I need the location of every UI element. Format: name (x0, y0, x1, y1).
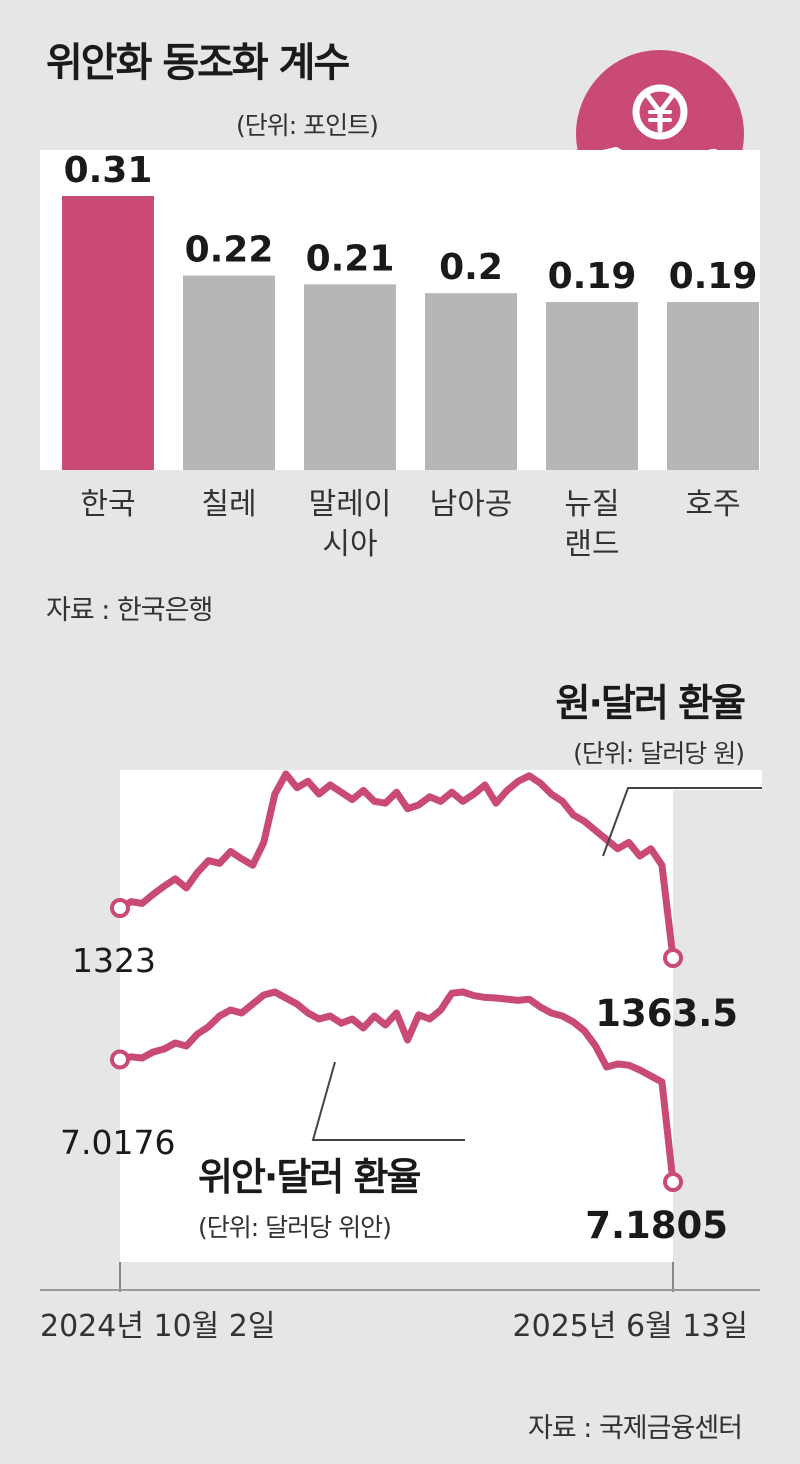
won-dollar-title: 원·달러 환율 (555, 681, 746, 725)
yuan-dollar-unit: (단위: 달러당 위안) (198, 1213, 392, 1242)
bar-value-label: 0.21 (306, 238, 395, 279)
bar-category-label: 칠레 (201, 487, 256, 522)
yuan-start-label: 7.0176 (60, 1123, 175, 1162)
won-dollar-unit: (단위: 달러당 원) (573, 739, 745, 768)
won-end-label: 1363.5 (595, 992, 738, 1035)
bar-0 (62, 196, 154, 470)
bar-1 (183, 275, 275, 470)
yuan-end-label: 7.1805 (585, 1204, 728, 1247)
won-start-label: 1323 (72, 941, 156, 980)
x-start-date: 2024년 10월 2일 (40, 1309, 275, 1344)
bar-value-label: 0.2 (439, 247, 503, 288)
bar-chart-title: 위안화 동조화 계수 (46, 40, 350, 86)
line-start-marker (110, 1049, 130, 1070)
bar-4 (546, 302, 638, 470)
bar-2 (304, 284, 396, 470)
bar-category-label: 남아공 (430, 487, 513, 522)
line-start-marker (110, 898, 130, 918)
bar-chart: 0.31 한국 0.22 칠레 0.21 말레이 시아 0.2 남아공 0.19 뉴질 랜드 0.19 호… (40, 150, 760, 562)
bar-category-label: 호주 (685, 487, 740, 522)
bar-chart-unit: (단위: 포인트) (236, 111, 379, 140)
yuan-callout-line (311, 1061, 465, 1141)
bar-plot-area (40, 150, 760, 470)
line-chart-source: 자료 : 국제금융센터 (528, 1413, 743, 1444)
bar-3 (425, 293, 517, 470)
yuan-dollar-title: 위안·달러 환율 (198, 1155, 421, 1199)
bar-category-label: 뉴질 랜드 (564, 487, 619, 562)
won-dollar-line (118, 770, 677, 959)
bar-value-label: 0.31 (64, 150, 153, 191)
x-end-date: 2025년 6월 13일 (513, 1309, 748, 1344)
line-end-marker (663, 948, 683, 968)
bar-chart-source: 자료 : 한국은행 (46, 595, 213, 626)
bar-category-label: 말레이 시아 (309, 487, 392, 562)
bar-5 (667, 302, 759, 470)
bar-value-label: 0.22 (185, 230, 274, 271)
won-callout-line (602, 787, 762, 857)
bar-value-label: 0.19 (548, 256, 637, 297)
bar-value-label: 0.19 (669, 256, 758, 297)
bar-category-label: 한국 (80, 487, 135, 522)
yuan-glyph (632, 84, 688, 140)
line-end-marker (663, 1172, 683, 1192)
yuan-dollar-line (119, 988, 677, 1183)
